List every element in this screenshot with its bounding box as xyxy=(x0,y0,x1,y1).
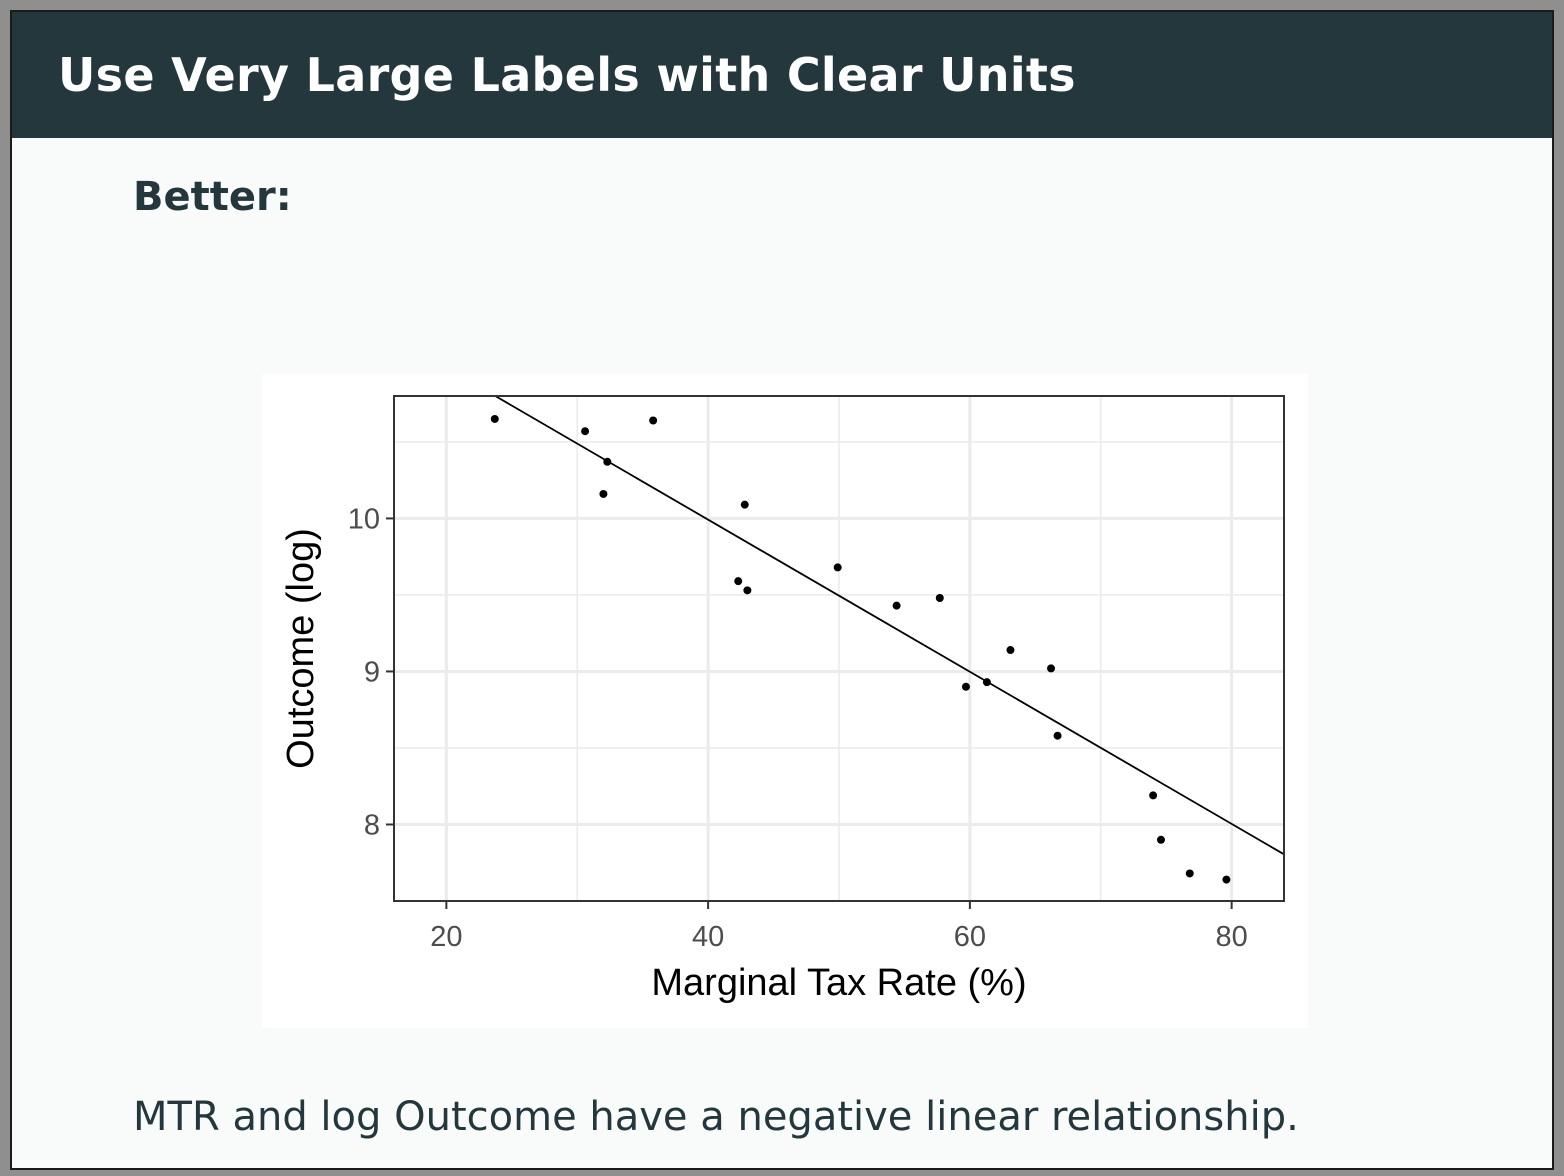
y-axis-title: Outcome (log) xyxy=(280,528,322,769)
caption-text: MTR and log Outcome have a negative line… xyxy=(133,1094,1299,1140)
chart-svg: 20 40 60 80 8 9 10 Marginal Tax Rate (%) Outcome… xyxy=(280,395,1285,1004)
data-point xyxy=(892,601,901,610)
data-point xyxy=(961,682,970,691)
data-point xyxy=(599,489,608,498)
data-point xyxy=(581,427,590,436)
data-point xyxy=(649,416,658,425)
data-point xyxy=(740,500,749,509)
x-axis-title: Marginal Tax Rate (%) xyxy=(651,962,1026,1004)
x-tick-label: 60 xyxy=(954,921,986,953)
data-point xyxy=(1006,646,1015,655)
data-point xyxy=(833,563,842,572)
data-point xyxy=(1156,835,1165,844)
slide-title: Use Very Large Labels with Clear Units xyxy=(58,48,1076,102)
data-point xyxy=(490,414,499,423)
y-tick-label: 9 xyxy=(364,656,380,688)
scatter-chart: 20 40 60 80 8 9 10 Marginal Tax Rate (%) Outcome… xyxy=(262,374,1308,1028)
y-tick-label: 10 xyxy=(348,503,380,535)
x-tick-label: 80 xyxy=(1216,921,1248,953)
data-point xyxy=(734,577,743,586)
x-tick-label: 20 xyxy=(430,921,462,953)
lead-text: Better: xyxy=(133,174,292,220)
plot-border xyxy=(393,395,1285,902)
data-point xyxy=(1149,791,1158,800)
fit-line xyxy=(493,396,1284,856)
x-tick-label: 40 xyxy=(692,921,724,953)
data-point xyxy=(743,586,752,595)
slide: Use Very Large Labels with Clear Units B… xyxy=(10,10,1554,1170)
data-point xyxy=(603,457,612,466)
data-point xyxy=(1053,731,1062,740)
data-point xyxy=(1222,875,1231,884)
data-point xyxy=(1185,869,1194,878)
data-point xyxy=(935,594,944,602)
slide-header: Use Very Large Labels with Clear Units xyxy=(12,12,1552,138)
data-point xyxy=(982,678,991,687)
data-point xyxy=(1047,664,1056,673)
y-tick-label: 8 xyxy=(364,809,380,841)
